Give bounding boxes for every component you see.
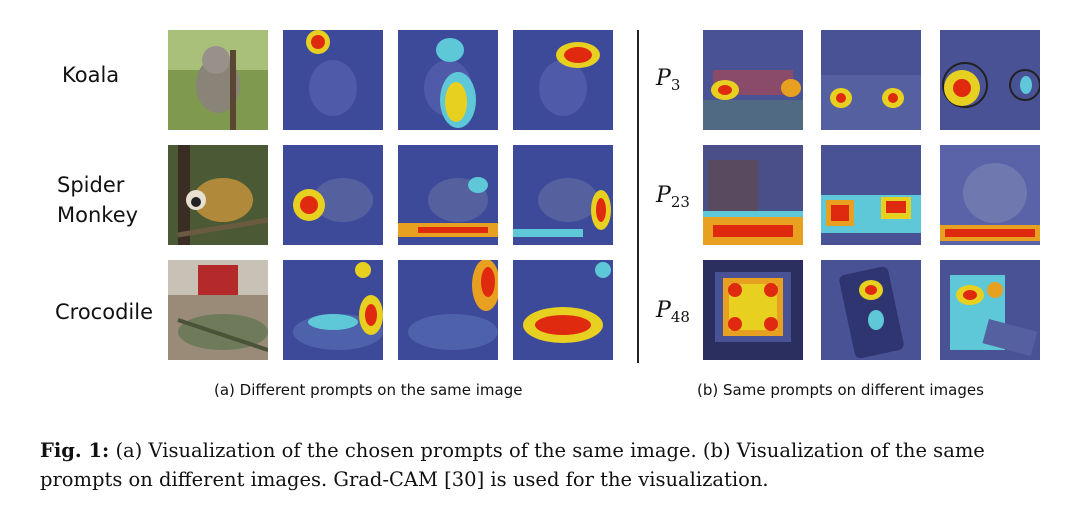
p3-image-2 bbox=[821, 30, 921, 130]
prompt-label-p23: P23 bbox=[656, 183, 690, 211]
p23-image-2 bbox=[821, 145, 921, 245]
spider-monkey-original-image bbox=[168, 145, 268, 245]
row-label-crocodile: Crocodile bbox=[55, 300, 153, 324]
crocodile-cam-3-image bbox=[513, 260, 613, 360]
crocodile-original-image bbox=[168, 260, 268, 360]
subcaption-a: (a) Different prompts on the same image bbox=[214, 381, 523, 399]
figure-caption-text: (a) Visualization of the chosen prompts … bbox=[40, 439, 985, 491]
koala-cam-2-image bbox=[398, 30, 498, 130]
spider-monkey-cam-3-image bbox=[513, 145, 613, 245]
p3-image-1 bbox=[703, 30, 803, 130]
subcaption-b: (b) Same prompts on different images bbox=[697, 381, 984, 399]
spider-monkey-cam-1-image bbox=[283, 145, 383, 245]
prompt-label-p48: P48 bbox=[656, 298, 690, 326]
koala-original-image bbox=[168, 30, 268, 130]
p3-image-3 bbox=[940, 30, 1040, 130]
crocodile-cam-2-image bbox=[398, 260, 498, 360]
p48-image-3 bbox=[940, 260, 1040, 360]
crocodile-cam-1-image bbox=[283, 260, 383, 360]
p23-image-3 bbox=[940, 145, 1040, 245]
p48-image-1 bbox=[703, 260, 803, 360]
p48-image-2 bbox=[821, 260, 921, 360]
row-label-koala: Koala bbox=[62, 63, 120, 87]
panel-divider bbox=[637, 30, 639, 363]
row-label-spider-monkey: Spider Monkey bbox=[57, 173, 139, 227]
spider-monkey-cam-2-image bbox=[398, 145, 498, 245]
p23-image-1 bbox=[703, 145, 803, 245]
prompt-label-p3: P3 bbox=[656, 66, 681, 94]
figure-caption: Fig. 1: (a) Visualization of the chosen … bbox=[40, 436, 1040, 494]
koala-cam-1-image bbox=[283, 30, 383, 130]
figure-caption-label: Fig. 1: bbox=[40, 439, 110, 462]
koala-cam-3-image bbox=[513, 30, 613, 130]
